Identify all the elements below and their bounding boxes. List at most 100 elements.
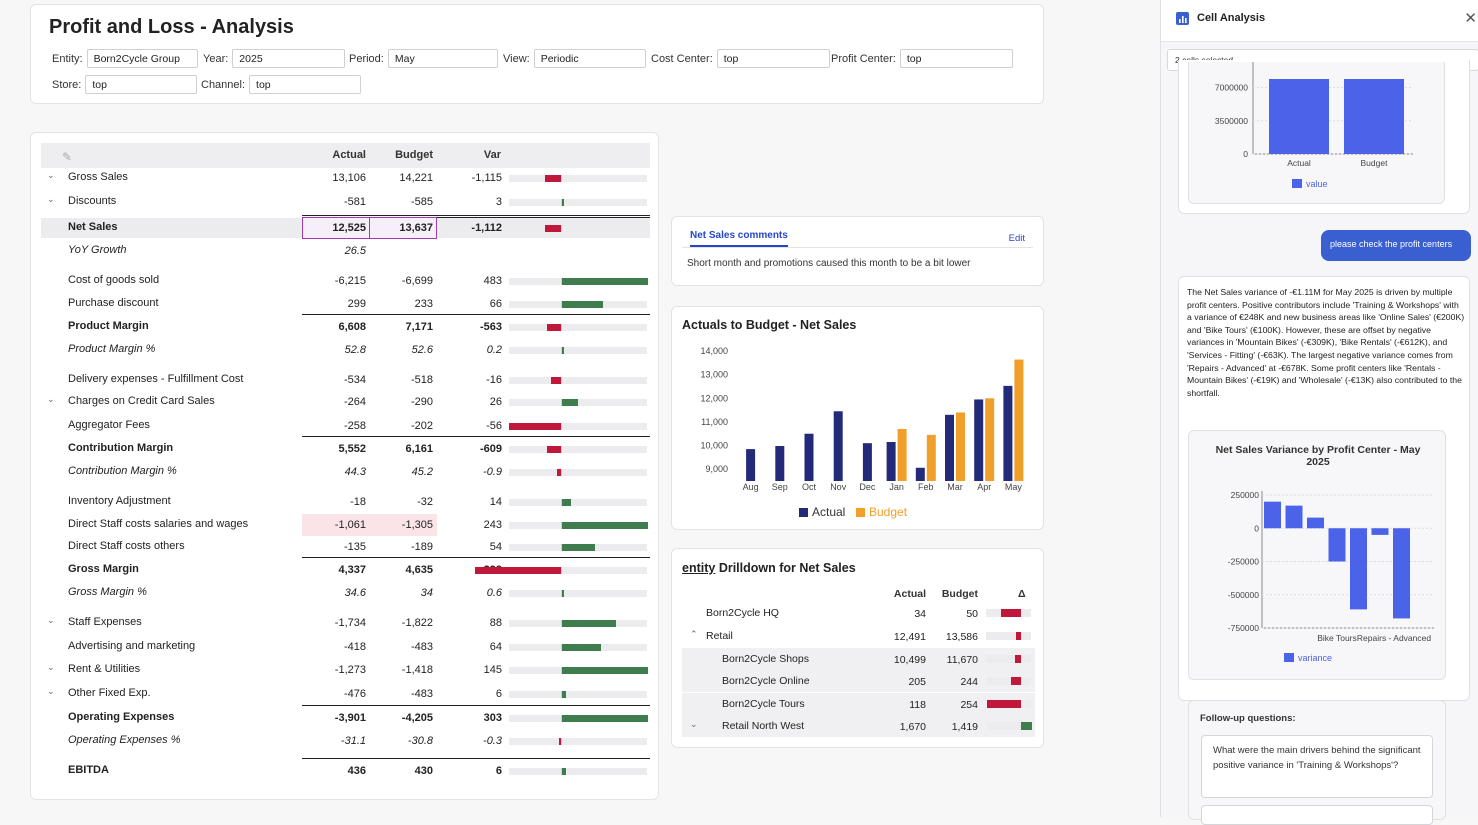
variance-value[interactable]: 303	[483, 712, 502, 724]
variance-bar[interactable]	[1371, 528, 1389, 535]
budget-value[interactable]: -4,205	[401, 712, 433, 724]
variance-value[interactable]: -0.3	[483, 735, 502, 747]
budget-bar[interactable]	[956, 412, 965, 481]
actual-value[interactable]: -3,901	[334, 712, 366, 724]
pl-row[interactable]: Purchase discount 299 233 66	[41, 294, 650, 314]
budget-value[interactable]: -1,418	[401, 664, 433, 676]
pl-row[interactable]: ⌄ Charges on Credit Card Sales -264 -290 26	[41, 392, 650, 412]
actual-value[interactable]: -476	[343, 688, 366, 700]
magic-wand-icon[interactable]: ✎	[62, 150, 73, 164]
column-actual[interactable]: Actual	[332, 149, 366, 161]
edit-link[interactable]: Edit	[1008, 233, 1025, 244]
pl-row[interactable]: EBITDA 436 430 6	[41, 758, 650, 781]
variance-value[interactable]: -1,115	[471, 172, 502, 184]
followup-question-button[interactable]: What were the main drivers behind the si…	[1201, 735, 1433, 798]
variance-value[interactable]: 14	[489, 496, 502, 508]
drilldown-row[interactable]: Born2Cycle Shops 10,499 11,670	[682, 648, 1035, 670]
variance-value[interactable]: 54	[489, 541, 502, 553]
budget-value[interactable]: -32	[417, 496, 433, 508]
budget-value[interactable]: 14,221	[399, 172, 433, 184]
actual-value[interactable]: -135	[343, 541, 366, 553]
budget-value[interactable]: -189	[410, 541, 433, 553]
pl-row[interactable]: Direct Staff costs others -135 -189 54	[41, 537, 650, 557]
budget-bar[interactable]	[926, 434, 936, 481]
pl-row[interactable]: Contribution Margin % 44.3 45.2 -0.9	[41, 462, 650, 482]
drilldown-entity-link[interactable]: entity	[682, 561, 716, 575]
variance-value[interactable]: 6	[495, 688, 502, 700]
variance-value[interactable]: 0.6	[486, 587, 502, 599]
budget-value[interactable]: 45.2	[411, 466, 433, 478]
actual-value[interactable]: 26.5	[344, 245, 366, 257]
actual-value[interactable]: -264	[343, 396, 366, 408]
drilldown-row[interactable]: ⌃ Retail 12,491 13,586	[682, 625, 1035, 647]
actual-value[interactable]: 34.6	[344, 587, 366, 599]
value-bar[interactable]	[1269, 79, 1329, 154]
actual-value[interactable]: 5,552	[338, 443, 366, 455]
store-input[interactable]: top	[85, 75, 198, 94]
variance-bar[interactable]	[1307, 517, 1324, 529]
pl-row[interactable]: Cost of goods sold -6,215 -6,699 483	[41, 271, 650, 291]
actual-value[interactable]: -1,734	[334, 617, 366, 629]
budget-value[interactable]: 4,635	[405, 564, 433, 576]
close-icon[interactable]: ✕	[1464, 10, 1477, 27]
pl-row[interactable]: ⌄ Other Fixed Exp. -476 -483 6	[41, 684, 650, 704]
variance-value[interactable]: 483	[483, 275, 502, 287]
pl-row[interactable]: YoY Growth 26.5	[41, 241, 650, 261]
pl-row[interactable]: Direct Staff costs salaries and wages -1,…	[41, 514, 650, 536]
pl-row[interactable]: Inventory Adjustment -18 -32 14	[41, 492, 650, 512]
variance-bar[interactable]	[1393, 528, 1410, 619]
variance-value[interactable]: 26	[489, 396, 502, 408]
pl-row[interactable]: Net Sales 12,525 13,637 -1,112	[41, 215, 650, 239]
actual-value[interactable]: 12,525	[332, 222, 366, 234]
budget-value[interactable]: -6,699	[401, 275, 433, 287]
actual-value[interactable]: 436	[347, 765, 366, 777]
actual-value[interactable]: -1,273	[334, 664, 366, 676]
pl-row[interactable]: ⌄ Staff Expenses -1,734 -1,822 88	[41, 613, 650, 633]
variance-value[interactable]: -0.9	[483, 466, 502, 478]
profit-center-input[interactable]: top	[899, 49, 1013, 68]
pl-row[interactable]: ⌄ Gross Sales 13,106 14,221 -1,115	[41, 168, 650, 188]
followup-question-button-2[interactable]	[1201, 805, 1433, 825]
variance-bar[interactable]	[1328, 528, 1346, 562]
selected-cell-budget[interactable]	[369, 217, 437, 239]
variance-value[interactable]: 88	[489, 617, 502, 629]
expand-chevron-icon[interactable]: ⌄	[47, 615, 55, 625]
variance-value[interactable]: -16	[486, 374, 502, 386]
column-var[interactable]: Var	[483, 149, 501, 161]
actual-value[interactable]: -581	[343, 196, 366, 208]
drilldown-row[interactable]: ⌄ Retail North West 1,670 1,419	[682, 715, 1035, 737]
cost-center-input[interactable]: top	[716, 49, 830, 68]
variance-value[interactable]: 243	[483, 519, 502, 531]
channel-input[interactable]: top	[249, 75, 362, 94]
budget-bar[interactable]	[985, 398, 995, 481]
budget-value[interactable]: -202	[410, 420, 433, 432]
variance-value[interactable]: -56	[486, 420, 502, 432]
actual-value[interactable]: -31.1	[340, 735, 366, 747]
budget-value[interactable]: -30.8	[407, 735, 433, 747]
pl-row[interactable]: Contribution Margin 5,552 6,161 -609	[41, 436, 650, 459]
pl-row[interactable]: Operating Expenses % -31.1 -30.8 -0.3	[41, 731, 650, 751]
actual-value[interactable]: -258	[343, 420, 366, 432]
variance-value[interactable]: 145	[483, 664, 502, 676]
variance-bar[interactable]	[1350, 528, 1367, 610]
actual-value[interactable]: 13,106	[332, 172, 366, 184]
budget-value[interactable]: -290	[410, 396, 433, 408]
variance-value[interactable]: 6	[495, 765, 502, 777]
budget-value[interactable]: 34	[420, 587, 433, 599]
actual-value[interactable]: -418	[343, 641, 366, 653]
actual-bar[interactable]	[862, 443, 872, 481]
pl-row[interactable]: Gross Margin % 34.6 34 0.6	[41, 583, 650, 603]
budget-bar[interactable]	[897, 429, 907, 481]
pl-row[interactable]: ⌄ Discounts -581 -585 3	[41, 192, 650, 212]
column-budget[interactable]: Budget	[395, 149, 433, 161]
expand-chevron-icon[interactable]: ⌄	[47, 170, 55, 180]
expand-chevron-icon[interactable]: ⌄	[47, 686, 55, 696]
actual-value[interactable]: 4,337	[338, 564, 366, 576]
variance-value[interactable]: 64	[489, 641, 502, 653]
actual-value[interactable]: -1,061	[334, 519, 366, 531]
budget-value[interactable]: 430	[414, 765, 433, 777]
pl-row[interactable]: Aggregator Fees -258 -202 -56	[41, 416, 650, 436]
actual-value[interactable]: 299	[347, 298, 366, 310]
pl-row[interactable]: Delivery expenses - Fulfillment Cost -534…	[41, 370, 650, 390]
